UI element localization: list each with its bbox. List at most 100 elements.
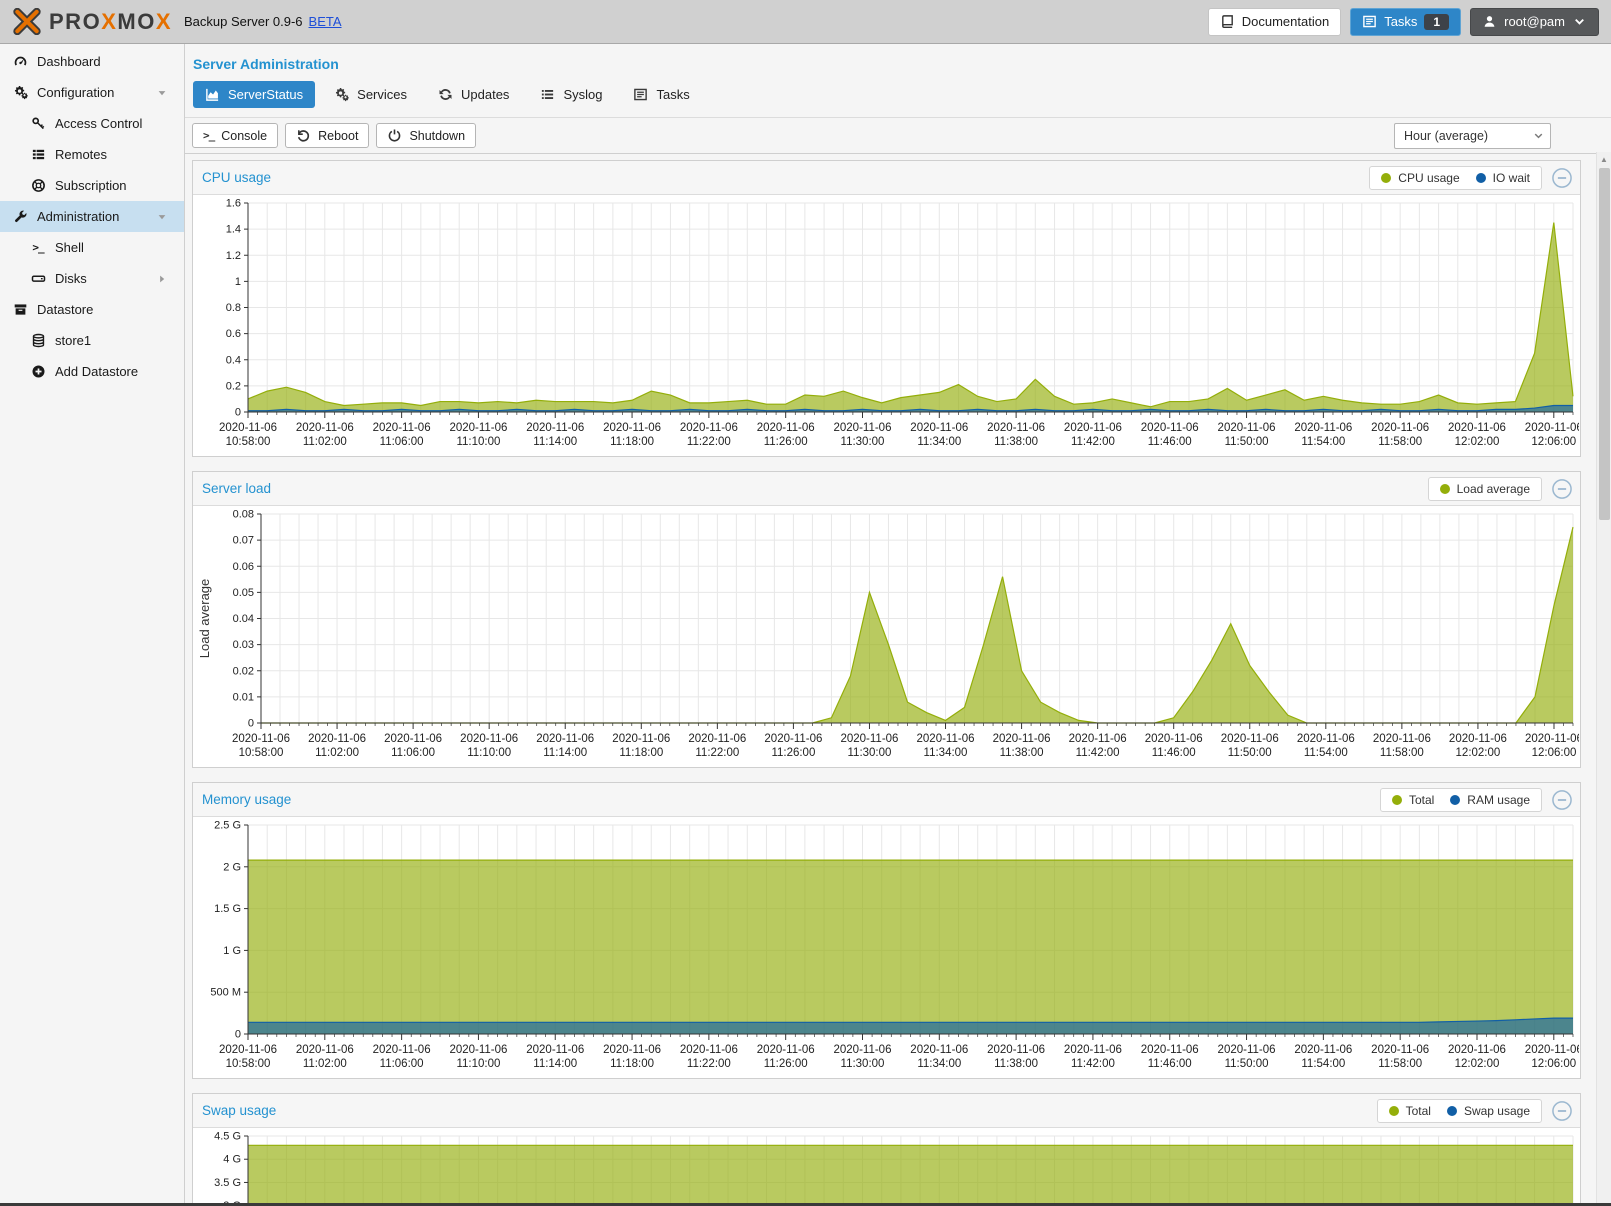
panel-header: Swap usage Total Swap usage — [193, 1094, 1580, 1128]
sidebar-item-store1[interactable]: store1 — [0, 325, 184, 356]
chevron-right-icon[interactable] — [155, 273, 169, 285]
sidebar-item-label: Access Control — [55, 116, 143, 131]
tab-label: ServerStatus — [228, 87, 304, 102]
collapse-panel-button[interactable] — [1551, 789, 1573, 811]
svg-text:0.8: 0.8 — [226, 302, 241, 314]
svg-text:2 G: 2 G — [223, 861, 241, 873]
archive-icon — [10, 302, 30, 317]
chevron-down-icon — [1572, 14, 1587, 29]
sidebar-item-access-control[interactable]: Access Control — [0, 108, 184, 139]
svg-text:2020-11-06: 2020-11-06 — [1448, 422, 1506, 434]
beta-link[interactable]: BETA — [308, 14, 342, 29]
svg-text:2020-11-06: 2020-11-06 — [910, 422, 968, 434]
chevron-down-icon[interactable] — [155, 87, 169, 99]
svg-text:2020-11-06: 2020-11-06 — [384, 733, 442, 745]
svg-text:2020-11-06: 2020-11-06 — [1294, 422, 1352, 434]
panel-title: Server load — [202, 481, 272, 496]
user-menu-button[interactable]: root@pam — [1470, 7, 1599, 36]
svg-text:11:42:00: 11:42:00 — [1076, 747, 1120, 759]
sidebar-item-label: Disks — [55, 271, 87, 286]
book-icon — [1220, 14, 1235, 29]
tab-updates[interactable]: Updates — [426, 81, 521, 108]
vertical-scrollbar[interactable]: ▲ — [1596, 152, 1611, 1206]
svg-text:11:30:00: 11:30:00 — [848, 747, 892, 759]
tab-syslog[interactable]: Syslog — [528, 81, 614, 108]
legend-label: Total — [1408, 792, 1435, 807]
chart-area: 0 0.01 0.02 0.03 0.04 0.05 0.06 0.07 0.08 2020-11… — [193, 506, 1580, 767]
svg-text:2020-11-06: 2020-11-06 — [603, 1044, 661, 1056]
svg-text:2020-11-06: 2020-11-06 — [1294, 1044, 1352, 1056]
sidebar-item-disks[interactable]: Disks — [0, 263, 184, 294]
svg-text:0.06: 0.06 — [233, 561, 254, 573]
sidebar-item-configuration[interactable]: Configuration — [0, 77, 184, 108]
legend-label: Swap usage — [1463, 1103, 1530, 1118]
svg-text:2020-11-06: 2020-11-06 — [1371, 422, 1429, 434]
svg-text:12:02:00: 12:02:00 — [1455, 436, 1500, 448]
svg-text:10:58:00: 10:58:00 — [239, 747, 284, 759]
svg-text:2020-11-06: 2020-11-06 — [910, 1044, 968, 1056]
chevron-down-icon — [1531, 128, 1546, 143]
panel-title: CPU usage — [202, 170, 272, 185]
svg-text:11:14:00: 11:14:00 — [533, 436, 577, 448]
svg-text:2020-11-06: 2020-11-06 — [1525, 733, 1579, 745]
tab-services[interactable]: Services — [322, 81, 419, 108]
legend-dot — [1450, 794, 1461, 805]
tab-tasks[interactable]: Tasks — [621, 81, 701, 108]
svg-text:11:26:00: 11:26:00 — [764, 436, 808, 448]
terminal-icon: >_ — [32, 241, 44, 254]
sidebar-item-subscription[interactable]: Subscription — [0, 170, 184, 201]
app-header: PROXMOX Backup Server 0.9-6 BETA Documen… — [0, 0, 1611, 44]
svg-text:11:02:00: 11:02:00 — [315, 747, 359, 759]
collapse-panel-button[interactable] — [1551, 1100, 1573, 1122]
sidebar-item-shell[interactable]: >_ Shell — [0, 232, 184, 263]
collapse-panel-button[interactable] — [1551, 478, 1573, 500]
chart-area: 0 500 M 1 G 1.5 G 2 G 2.5 G 2020-11-06 10:58:00… — [193, 817, 1580, 1078]
memory-usage-chart: 0 500 M 1 G 1.5 G 2 G 2.5 G 2020-11-06 10:58:00… — [210, 820, 1579, 1071]
svg-text:0.07: 0.07 — [233, 535, 254, 547]
svg-text:0: 0 — [235, 407, 241, 419]
svg-text:0.01: 0.01 — [233, 691, 254, 703]
reboot-button[interactable]: Reboot — [285, 123, 370, 148]
legend-label: IO wait — [1492, 170, 1530, 185]
sidebar-item-administration[interactable]: Administration — [0, 201, 184, 232]
scroll-up-arrow[interactable]: ▲ — [1600, 154, 1608, 164]
legend-dot — [1446, 1105, 1457, 1116]
svg-text:11:54:00: 11:54:00 — [1301, 436, 1345, 448]
svg-text:11:50:00: 11:50:00 — [1225, 436, 1269, 448]
tab-label: Syslog — [563, 87, 603, 102]
sidebar-item-datastore[interactable]: Datastore — [0, 294, 184, 325]
scrollbar-thumb[interactable] — [1599, 168, 1610, 520]
sidebar-item-add-datastore[interactable]: Add Datastore — [0, 356, 184, 387]
time-range-value: Hour (average) — [1404, 128, 1489, 143]
legend-item: Total — [1388, 1104, 1431, 1118]
tasks-button[interactable]: Tasks 1 — [1350, 7, 1462, 36]
svg-text:11:38:00: 11:38:00 — [994, 436, 1038, 448]
svg-text:2020-11-06: 2020-11-06 — [1145, 733, 1203, 745]
panel-header: Memory usage Total RAM usage — [193, 783, 1580, 817]
chart-area: 0 0.2 0.4 0.6 0.8 1 1.2 1.4 1.6 2020-11-06 10:58:0… — [193, 195, 1580, 456]
tab-serverstatus[interactable]: ServerStatus — [193, 81, 316, 108]
svg-text:2.5 G: 2.5 G — [214, 820, 241, 832]
legend-item: IO wait — [1475, 170, 1530, 185]
wrench-icon — [10, 209, 30, 224]
chevron-down-icon[interactable] — [155, 211, 169, 223]
panel-title: Swap usage — [202, 1103, 277, 1118]
console-button[interactable]: >_ Console — [192, 123, 279, 148]
svg-text:2020-11-06: 2020-11-06 — [987, 1044, 1045, 1056]
documentation-label: Documentation — [1241, 14, 1330, 29]
svg-text:2020-11-06: 2020-11-06 — [840, 733, 898, 745]
svg-text:11:18:00: 11:18:00 — [610, 1058, 654, 1070]
plus-circle-icon — [28, 364, 48, 379]
documentation-button[interactable]: Documentation — [1207, 7, 1342, 36]
sidebar-item-remotes[interactable]: Remotes — [0, 139, 184, 170]
time-range-select[interactable]: Hour (average) — [1394, 122, 1551, 149]
svg-text:11:06:00: 11:06:00 — [380, 1058, 424, 1070]
sidebar-item-dashboard[interactable]: Dashboard — [0, 46, 184, 77]
tab-bar: ServerStatus Services Updates Syslog Tasks — [185, 75, 1611, 118]
svg-text:11:50:00: 11:50:00 — [1228, 747, 1272, 759]
svg-text:2020-11-06: 2020-11-06 — [1449, 733, 1507, 745]
shutdown-button[interactable]: Shutdown — [376, 123, 477, 148]
svg-text:2020-11-06: 2020-11-06 — [1064, 1044, 1122, 1056]
collapse-panel-button[interactable] — [1551, 167, 1573, 189]
